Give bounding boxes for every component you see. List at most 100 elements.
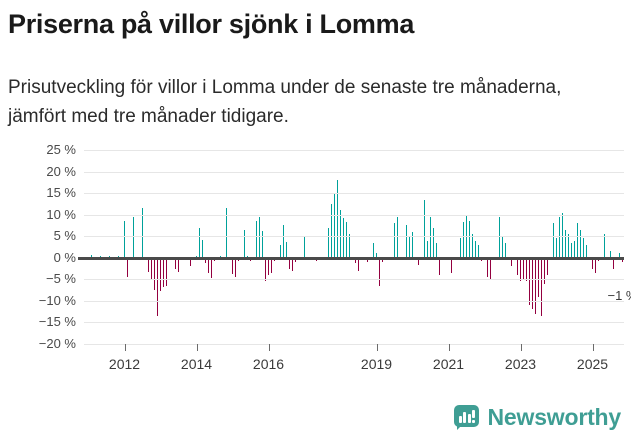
- bar: [294, 257, 297, 263]
- bar: [348, 234, 351, 258]
- bar: [561, 212, 564, 258]
- value-annotation: −1 %: [607, 288, 631, 304]
- bar: [594, 257, 597, 273]
- gridline: [84, 214, 624, 216]
- gridline: [84, 300, 624, 302]
- x-axis-tick-label: 2023: [504, 356, 537, 372]
- bar: [231, 257, 234, 275]
- bar: [243, 229, 246, 258]
- bar: [552, 223, 555, 258]
- bar: [525, 257, 528, 282]
- bar: [504, 242, 507, 258]
- bar: [459, 238, 462, 258]
- bar: [375, 252, 378, 258]
- bar: [417, 257, 420, 265]
- bar: [411, 231, 414, 258]
- x-axis-tick-label: 2014: [180, 356, 213, 372]
- bar: [153, 257, 156, 291]
- x-axis-tick: [376, 344, 378, 351]
- bar: [591, 257, 594, 269]
- bar: [330, 203, 333, 258]
- bar: [438, 257, 441, 275]
- bar: [267, 257, 270, 275]
- bar: [585, 244, 588, 258]
- bar: [282, 225, 285, 258]
- page-title: Priserna på villor sjönk i Lomma: [8, 9, 415, 39]
- gridline: [84, 193, 624, 195]
- bar: [354, 257, 357, 263]
- y-axis-tick-label: −10 %: [38, 292, 76, 308]
- gridline: [84, 322, 624, 324]
- bar-chart-speech-bubble-icon: [453, 404, 479, 431]
- bar: [498, 216, 501, 258]
- bar: [516, 257, 519, 275]
- bar: [570, 242, 573, 258]
- plot-canvas: [78, 150, 624, 345]
- bar: [471, 234, 474, 258]
- brand-name: Newsworthy: [487, 404, 622, 430]
- bar: [270, 257, 273, 274]
- y-axis-tick-label: −20 %: [38, 336, 76, 351]
- bar: [477, 244, 480, 258]
- bar: [210, 257, 213, 279]
- y-axis-tick-label: 5 %: [53, 228, 76, 244]
- bar: [618, 252, 621, 258]
- bar: [450, 257, 453, 273]
- bar: [378, 257, 381, 286]
- x-axis-tick: [520, 344, 522, 351]
- bar: [165, 257, 168, 286]
- bar: [339, 210, 342, 258]
- bar: [150, 257, 153, 281]
- bar: [255, 220, 258, 258]
- zero-line: [78, 256, 624, 260]
- bar: [174, 257, 177, 269]
- x-axis-tick-label: 2019: [360, 356, 393, 372]
- bar: [159, 257, 162, 292]
- plot-area: 25 % 20 % 15 % 10 % 5 % 0 % −5 % −10 % −15 % −20 …: [0, 143, 631, 400]
- bar: [531, 257, 534, 310]
- bar: [603, 234, 606, 258]
- bar: [567, 234, 570, 258]
- x-axis-tick: [448, 344, 450, 351]
- bar: [90, 255, 93, 258]
- y-axis-tick-label: 25 %: [46, 142, 76, 157]
- bar: [468, 221, 471, 258]
- bar: [207, 257, 210, 273]
- bar: [573, 240, 576, 258]
- bar: [501, 236, 504, 258]
- x-axis-tick: [196, 344, 198, 351]
- bar: [489, 257, 492, 280]
- bar: [327, 227, 330, 258]
- x-axis-tick: [592, 344, 594, 351]
- bar: [234, 257, 237, 278]
- bar: [303, 236, 306, 258]
- x-axis-labels: 2012 2014 2016 2019 2021 2023 2025: [84, 344, 624, 390]
- bar: [261, 231, 264, 258]
- y-axis-tick-label: 20 %: [46, 163, 76, 179]
- bar: [432, 227, 435, 258]
- bar: [462, 222, 465, 258]
- bar: [333, 193, 336, 258]
- bar: [582, 238, 585, 258]
- bar: [195, 255, 198, 258]
- gridline: [84, 236, 624, 238]
- x-axis-tick: [124, 344, 126, 351]
- bar: [621, 257, 624, 263]
- y-axis-tick-label: 10 %: [46, 206, 76, 222]
- x-axis-tick-label: 2016: [252, 356, 285, 372]
- bar-series: [84, 150, 624, 344]
- gridline: [84, 150, 624, 151]
- bar: [612, 257, 615, 269]
- bar: [291, 257, 294, 271]
- gridline: [84, 171, 624, 173]
- bar: [408, 236, 411, 258]
- bar: [141, 208, 144, 258]
- bar: [123, 221, 126, 258]
- bar: [372, 242, 375, 258]
- bar: [528, 257, 531, 306]
- bar: [534, 257, 537, 314]
- bar: [285, 242, 288, 258]
- bar: [189, 257, 192, 266]
- bar: [510, 257, 513, 267]
- bar: [162, 257, 165, 288]
